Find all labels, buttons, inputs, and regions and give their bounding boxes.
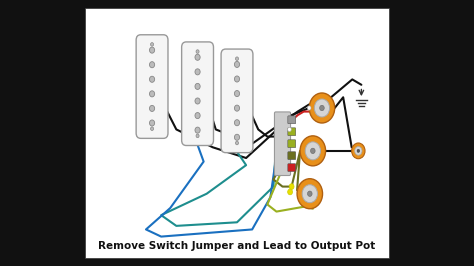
Circle shape <box>289 184 294 189</box>
Circle shape <box>288 189 292 195</box>
Circle shape <box>357 149 360 152</box>
Circle shape <box>195 83 200 89</box>
Circle shape <box>151 43 154 46</box>
Circle shape <box>309 93 335 123</box>
Circle shape <box>308 191 312 196</box>
FancyBboxPatch shape <box>288 140 296 148</box>
Circle shape <box>195 69 200 75</box>
Circle shape <box>288 127 292 132</box>
Circle shape <box>235 90 239 97</box>
Circle shape <box>307 106 311 110</box>
Circle shape <box>319 105 324 111</box>
FancyBboxPatch shape <box>288 164 296 172</box>
FancyBboxPatch shape <box>221 49 253 153</box>
Circle shape <box>235 61 239 68</box>
Circle shape <box>149 91 155 97</box>
Circle shape <box>149 47 155 53</box>
Circle shape <box>235 134 239 140</box>
Circle shape <box>196 50 199 53</box>
Circle shape <box>149 120 155 126</box>
Circle shape <box>310 148 315 153</box>
FancyBboxPatch shape <box>182 42 213 146</box>
FancyBboxPatch shape <box>274 112 291 176</box>
Circle shape <box>195 127 200 133</box>
Circle shape <box>195 98 200 104</box>
Circle shape <box>352 143 365 159</box>
Circle shape <box>305 142 320 160</box>
Circle shape <box>297 179 322 209</box>
Circle shape <box>236 57 238 60</box>
Circle shape <box>235 76 239 82</box>
Circle shape <box>151 127 154 131</box>
Circle shape <box>302 185 318 203</box>
FancyBboxPatch shape <box>288 128 296 136</box>
Circle shape <box>195 54 200 60</box>
Circle shape <box>149 105 155 111</box>
Circle shape <box>195 113 200 119</box>
Circle shape <box>196 134 199 138</box>
Circle shape <box>355 147 362 155</box>
FancyBboxPatch shape <box>288 116 296 124</box>
Circle shape <box>235 105 239 111</box>
Circle shape <box>314 99 329 117</box>
Circle shape <box>149 76 155 82</box>
Circle shape <box>300 136 326 166</box>
Text: Remove Switch Jumper and Lead to Output Pot: Remove Switch Jumper and Lead to Output … <box>99 240 375 251</box>
Circle shape <box>235 120 239 126</box>
FancyBboxPatch shape <box>288 152 296 160</box>
Circle shape <box>149 62 155 68</box>
FancyBboxPatch shape <box>136 35 168 138</box>
Circle shape <box>236 141 238 145</box>
